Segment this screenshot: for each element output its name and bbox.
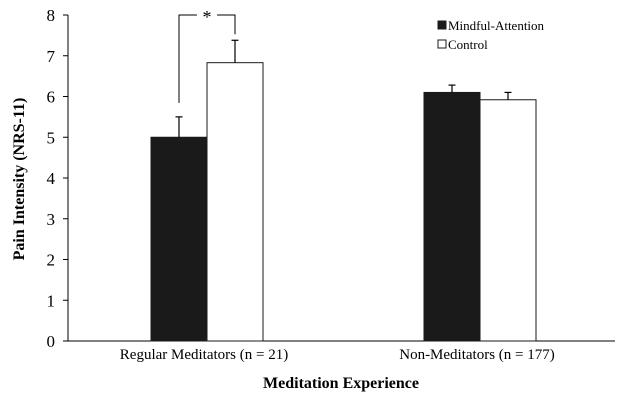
- y-tick-label: 0: [47, 332, 56, 351]
- bars: [150, 62, 537, 342]
- bar-control: [206, 62, 264, 342]
- y-tick-label: 7: [47, 47, 56, 66]
- significance-bracket: *: [178, 7, 236, 103]
- legend-swatch: [437, 39, 447, 49]
- y-tick-label: 4: [47, 169, 56, 188]
- y-tick-label: 6: [47, 88, 56, 107]
- significance-bracket-right: [217, 14, 236, 35]
- x-category-label: Non-Meditators (n = 177): [399, 347, 555, 363]
- legend-swatch: [437, 20, 447, 30]
- bar-control: [479, 99, 537, 342]
- x-category-label: Regular Meditators (n = 21): [120, 347, 288, 363]
- legend-label: Mindful-Attention: [448, 18, 545, 33]
- x-axis-label: Meditation Experience: [263, 375, 419, 392]
- legend-label: Control: [448, 37, 488, 52]
- bar-mindful-attention: [150, 136, 208, 342]
- y-tick-label: 5: [47, 128, 56, 147]
- legend: Mindful-Attention Control: [437, 18, 545, 52]
- y-axis-label: Pain Intensity (NRS-11): [11, 98, 28, 261]
- y-tick-label: 8: [47, 6, 56, 25]
- y-tick-label: 3: [47, 210, 56, 229]
- bar-mindful-attention: [423, 91, 481, 342]
- y-tick-label: 1: [47, 291, 56, 310]
- significance-bracket-left: [178, 14, 197, 103]
- y-tick-label: 2: [47, 251, 56, 270]
- error-bars: [175, 39, 512, 138]
- significance-marker: *: [203, 7, 212, 27]
- y-axis: 0 1 2 3 4 5 6 7 8: [47, 6, 69, 351]
- x-axis: Regular Meditators (n = 21) Non-Meditator…: [68, 340, 615, 363]
